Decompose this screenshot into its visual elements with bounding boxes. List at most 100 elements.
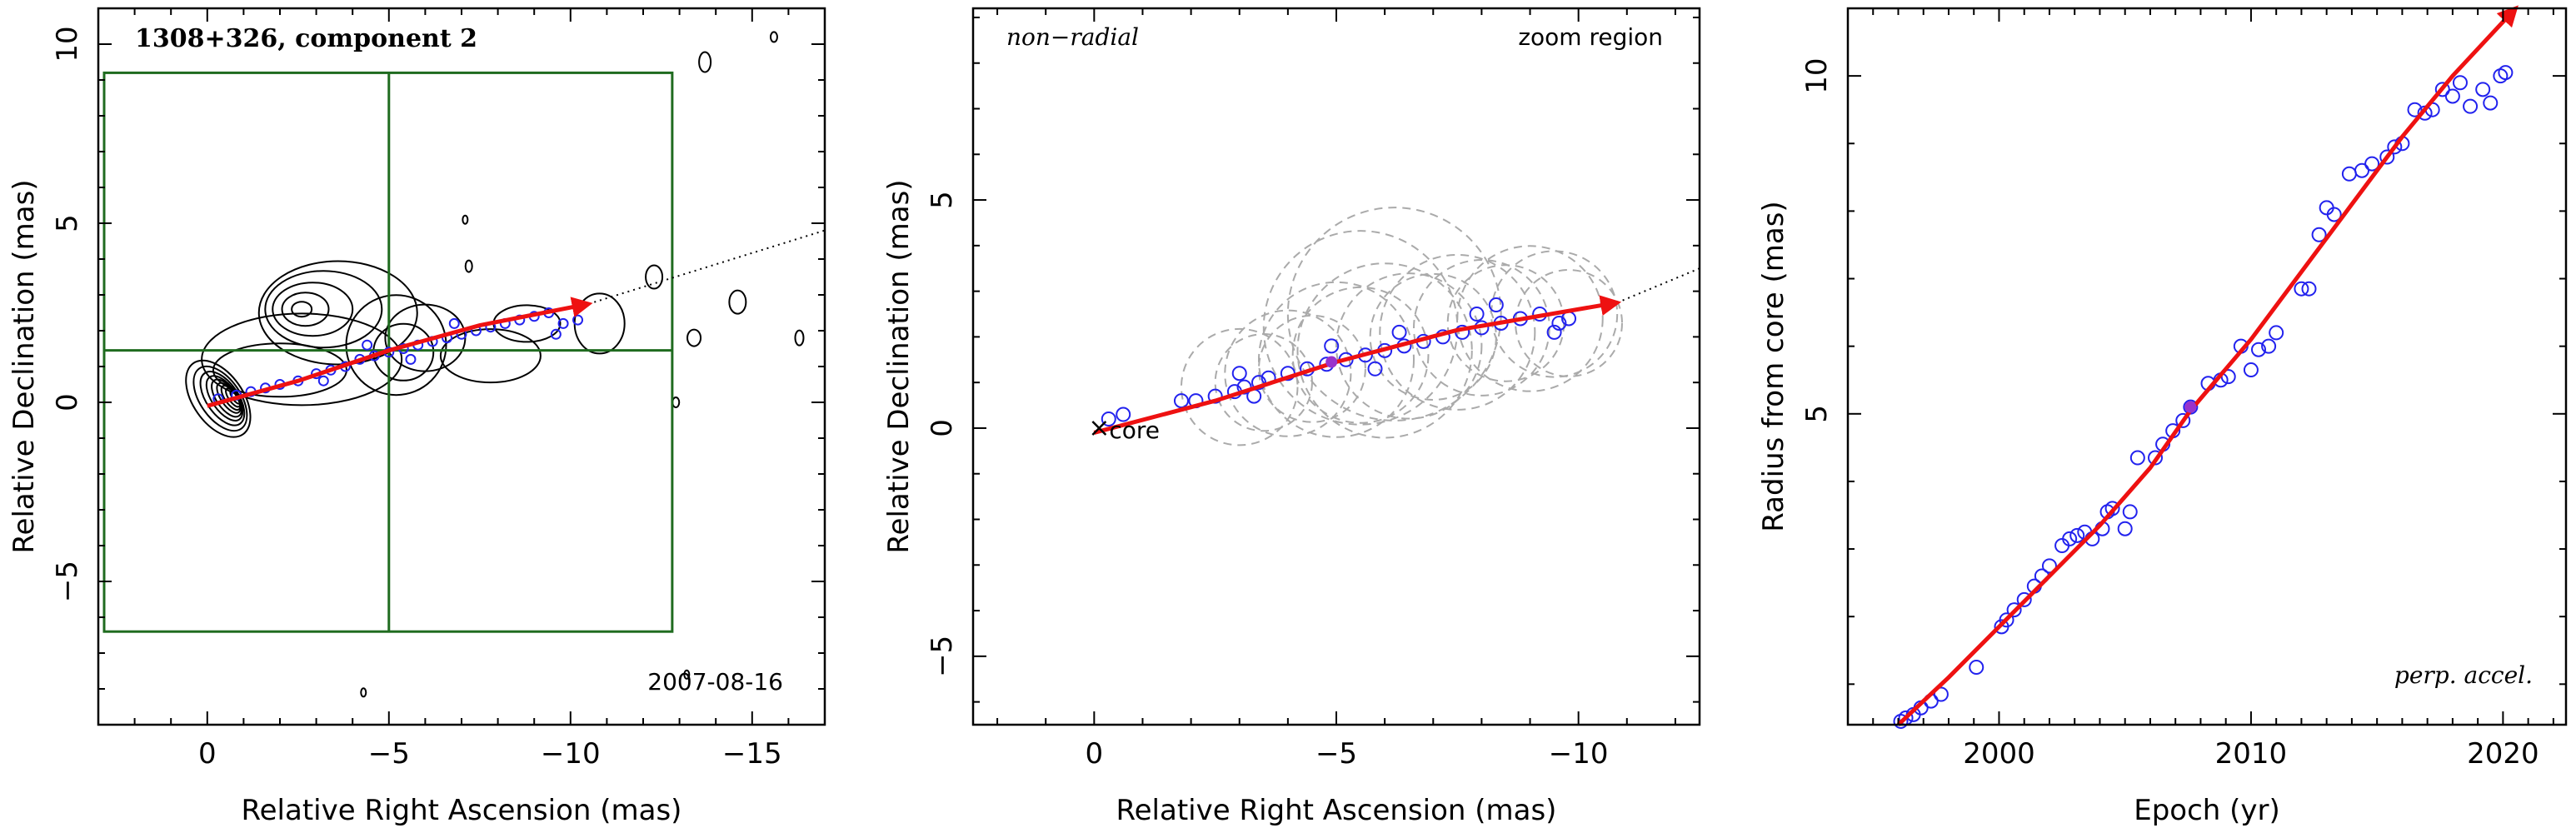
- x-tick-label: −10: [1549, 737, 1609, 771]
- data-point: [2175, 412, 2191, 428]
- data-point: [2483, 95, 2499, 111]
- data-point: [2243, 362, 2259, 378]
- error-circle: [1379, 253, 1536, 411]
- contour-line: [683, 669, 691, 680]
- annotation-non-radial: non−radial: [1006, 23, 1139, 51]
- data-point: [2129, 450, 2145, 466]
- contour-line: [794, 329, 805, 347]
- contour-line: [686, 328, 702, 347]
- data-point: [550, 328, 562, 340]
- marks: [1091, 207, 1700, 446]
- data-point: [2463, 98, 2479, 114]
- data-point: [2041, 558, 2057, 574]
- contour-core: [185, 359, 252, 438]
- data-point: [1546, 324, 1562, 340]
- data-point: [317, 375, 329, 387]
- x-tick-label: −5: [368, 737, 410, 771]
- contour-line: [462, 214, 469, 225]
- contour-line: [345, 294, 447, 397]
- contour-line: [281, 292, 330, 327]
- y-tick-label: 5: [1800, 405, 1834, 423]
- y-tick-label: 10: [51, 26, 84, 62]
- plot-frame: [971, 7, 1701, 726]
- contour-core: [192, 365, 248, 432]
- contour-line: [360, 687, 367, 698]
- error-circle: [1224, 309, 1352, 437]
- contour-line: [272, 282, 354, 337]
- data-point: [2341, 166, 2357, 182]
- data-point: [1236, 379, 1252, 395]
- data-point: [2016, 591, 2032, 607]
- contour-line: [257, 260, 418, 366]
- y-tick-label: −5: [926, 636, 959, 677]
- data-point: [1469, 307, 1485, 322]
- axis-ticks: 2000 2010 2020 5 10: [1800, 7, 2566, 771]
- data-point: [2062, 531, 2078, 546]
- axis-ticks: 0 −5 −10 −15 −5 0 5 10: [51, 8, 825, 771]
- marks: [207, 229, 826, 408]
- data-point: [2364, 156, 2380, 172]
- y-tick-label: 5: [926, 191, 959, 209]
- plot-frame: [1846, 7, 2568, 726]
- data-point: [1933, 686, 1949, 702]
- x-tick-label: 0: [1086, 737, 1104, 771]
- panel-middle: 0 −5 −10 −5 0 5 non−radial zoom region core R…: [882, 7, 1701, 827]
- data-point: [2407, 102, 2423, 117]
- contour-line: [671, 397, 681, 408]
- y-axis-label: Relative Declination (mas): [7, 179, 41, 553]
- axis-ticks: 0 −5 −10 −5 0 5: [926, 8, 1700, 771]
- extrapolation-line: [1616, 267, 1700, 304]
- data-point: [448, 317, 460, 329]
- data-point: [2006, 602, 2022, 618]
- y-tick-label: 10: [1800, 57, 1834, 93]
- date-label: 2007-08-16: [647, 668, 783, 696]
- x-tick-label: 2000: [1963, 737, 2035, 771]
- error-circle: [1180, 327, 1299, 446]
- x-axis-label: Relative Right Ascension (mas): [242, 794, 682, 827]
- contour-line: [439, 328, 542, 384]
- data-point: [2475, 82, 2491, 97]
- data-point: [2117, 521, 2133, 536]
- annotation-perp-accel: perp. accel.: [2394, 661, 2533, 689]
- data-point: [1488, 297, 1504, 313]
- data-point: [2269, 325, 2284, 341]
- contour-map: [185, 31, 805, 698]
- y-tick-label: 5: [51, 214, 84, 232]
- error-circle: [1257, 281, 1415, 438]
- data-point: [1116, 407, 1131, 422]
- data-point: [2301, 281, 2317, 297]
- error-circle: [1286, 207, 1502, 421]
- data-point: [2251, 342, 2267, 357]
- data-point: [2452, 75, 2468, 91]
- x-axis-label: Epoch (yr): [2134, 794, 2280, 827]
- data-point: [1101, 411, 1116, 426]
- error-circle: [1515, 269, 1623, 377]
- x-tick-label: 2010: [2215, 737, 2288, 771]
- contour-line: [728, 289, 747, 315]
- reference-point: [2184, 401, 2197, 413]
- x-tick-label: −5: [1315, 737, 1357, 771]
- chart-title: 1308+326, component 2: [135, 24, 477, 53]
- fit-arrow: [1896, 5, 2519, 726]
- data-point: [2069, 527, 2085, 543]
- contour-line: [264, 270, 383, 349]
- contour-line: [201, 312, 403, 407]
- contour-line: [698, 51, 712, 73]
- data-point: [2498, 65, 2514, 81]
- data-point: [1173, 393, 1189, 409]
- data-point: [1324, 338, 1340, 354]
- x-tick-label: 2020: [2467, 737, 2539, 771]
- y-tick-label: 0: [926, 419, 959, 437]
- data-point: [1999, 612, 2014, 628]
- annotation-zoom-region: zoom region: [1518, 23, 1663, 51]
- data-point: [2444, 88, 2460, 104]
- contour-line: [769, 31, 778, 43]
- y-axis-label: Relative Declination (mas): [882, 179, 916, 553]
- extrapolation-line: [588, 229, 826, 305]
- contour-line: [573, 292, 626, 355]
- error-circle: [1291, 286, 1430, 424]
- error-circle: [1296, 262, 1473, 439]
- data-point: [2294, 281, 2309, 297]
